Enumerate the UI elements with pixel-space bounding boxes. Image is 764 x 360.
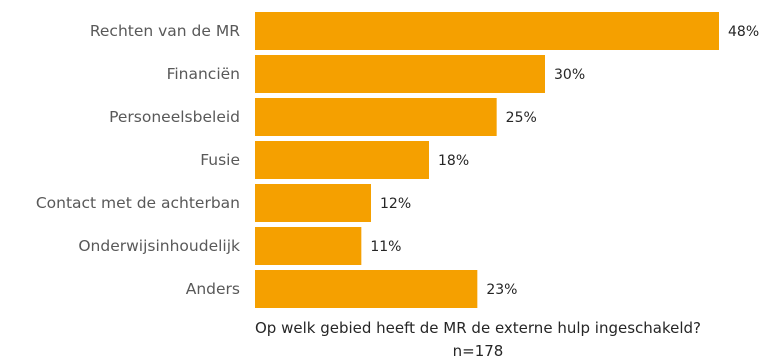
value-label-2: 25% — [506, 110, 537, 126]
value-label-0: 48% — [728, 24, 759, 40]
bar-2 — [255, 98, 497, 136]
category-labels-group: Rechten van de MR Financiën Personeelsbele… — [36, 22, 240, 298]
sample-size-label: n=178 — [453, 342, 504, 360]
bar-0 — [255, 12, 719, 50]
bar-6 — [255, 270, 478, 308]
value-label-4: 12% — [380, 196, 411, 212]
category-label-3: Fusie — [200, 151, 240, 169]
category-label-1: Financiën — [167, 65, 240, 83]
category-label-6: Anders — [186, 280, 240, 298]
value-label-3: 18% — [438, 153, 469, 169]
value-label-1: 30% — [554, 67, 585, 83]
bar-3 — [255, 141, 429, 179]
value-label-5: 11% — [370, 239, 401, 255]
bars-group — [255, 12, 719, 308]
bar-4 — [255, 184, 371, 222]
value-label-6: 23% — [486, 282, 517, 298]
x-axis-label: Op welk gebied heeft de MR de externe hu… — [255, 319, 701, 337]
category-label-0: Rechten van de MR — [90, 22, 240, 40]
value-labels-group: 48% 30% 25% 18% 12% 11% 23% — [370, 24, 759, 298]
bar-5 — [255, 227, 362, 265]
category-label-2: Personeelsbeleid — [109, 108, 240, 126]
bar-1 — [255, 55, 545, 93]
category-label-4: Contact met de achterban — [36, 194, 240, 212]
category-label-5: Onderwijsinhoudelijk — [78, 237, 240, 255]
